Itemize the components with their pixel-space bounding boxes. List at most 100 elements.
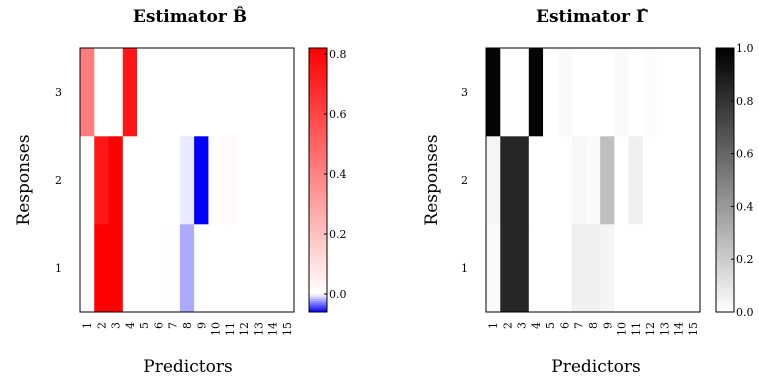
colorbar-segment	[309, 78, 327, 82]
heatmap-cell	[179, 48, 195, 137]
heatmap-cell	[585, 224, 601, 313]
colorbar-segment	[716, 307, 734, 311]
heatmap-cell	[108, 136, 124, 225]
heatmap-cell	[222, 136, 238, 225]
colorbar-segment	[716, 301, 734, 304]
heatmap-cell	[500, 48, 515, 137]
heatmap-cell	[657, 136, 672, 225]
heatmap-cell	[528, 224, 544, 313]
colorbar-segment	[716, 59, 734, 62]
colorbar-segment	[309, 298, 327, 302]
heatmap-cell	[514, 48, 530, 137]
heatmap-cell	[251, 136, 266, 225]
y-tick-label: 3	[461, 86, 468, 99]
colorbar-segment	[716, 96, 734, 99]
colorbar-tick-label: 0.2	[736, 253, 754, 266]
heatmap-cell	[208, 48, 223, 137]
colorbar-segment	[716, 107, 734, 110]
colorbar-segment	[309, 204, 327, 207]
heatmap-cell	[151, 136, 166, 225]
colorbar-segment	[309, 107, 327, 110]
colorbar-segment	[716, 133, 734, 137]
colorbar-segment	[309, 309, 327, 313]
colorbar-segment	[716, 122, 734, 126]
heatmap-cell	[685, 136, 701, 225]
colorbar-segment	[309, 184, 327, 187]
colorbar-segment	[309, 202, 327, 205]
colorbar-segment	[309, 235, 327, 238]
heatmap-cell	[108, 48, 124, 137]
colorbar-segment	[716, 292, 734, 295]
colorbar-segment	[716, 180, 734, 183]
heatmap-cell	[585, 136, 601, 225]
colorbar-segment	[716, 151, 734, 154]
colorbar-segment	[309, 195, 327, 198]
colorbar-segment	[716, 184, 734, 187]
x-tick-label: 11	[630, 322, 643, 336]
colorbar-segment	[309, 133, 327, 137]
colorbar-segment	[309, 241, 327, 245]
colorbar-segment	[716, 155, 734, 159]
colorbar-segment	[309, 208, 327, 212]
heatmap-cell	[179, 136, 195, 225]
colorbar-segment	[716, 98, 734, 102]
colorbar-segment	[716, 259, 734, 262]
colorbar-segment	[716, 281, 734, 284]
chart-title-gamma: Estimator Γ̂	[536, 7, 648, 27]
heatmap-cell	[208, 136, 223, 225]
colorbar-segment	[309, 276, 327, 280]
colorbar-segment	[716, 276, 734, 280]
colorbar-segment	[309, 136, 327, 139]
colorbar-segment	[309, 155, 327, 159]
colorbar-segment	[309, 263, 327, 267]
heatmap-cell	[628, 224, 644, 313]
heatmap-cell	[600, 136, 615, 225]
colorbar-segment	[716, 193, 734, 196]
colorbar-segment	[309, 197, 327, 201]
colorbar-tick-label: 0.2	[329, 228, 347, 241]
colorbar-segment	[716, 186, 734, 190]
colorbar-segment	[309, 171, 327, 174]
colorbar-segment	[309, 98, 327, 102]
colorbar-segment	[309, 226, 327, 229]
colorbar-segment	[716, 239, 734, 242]
colorbar-segment	[309, 118, 327, 121]
heatmap-cell	[279, 48, 295, 137]
colorbar-segment	[309, 177, 327, 181]
plot-frame	[79, 47, 295, 313]
y-tick-label: 3	[55, 86, 62, 99]
colorbar-segment	[309, 109, 327, 113]
colorbar-segment	[309, 129, 327, 132]
colorbar-segment	[716, 268, 734, 271]
colorbar-segment	[716, 287, 734, 291]
colorbar-segment	[716, 103, 734, 106]
colorbar-segment	[309, 59, 327, 62]
colorbar-segment	[309, 151, 327, 154]
colorbar-segment	[309, 81, 327, 84]
x-tick-label: 9	[601, 322, 614, 329]
colorbar-segment	[716, 305, 734, 308]
heatmap-cell	[194, 48, 209, 137]
colorbar-segment	[309, 199, 327, 203]
colorbar-segment	[716, 206, 734, 209]
heatmap-cell	[642, 48, 658, 137]
colorbar-segment	[716, 215, 734, 218]
colorbar-segment	[309, 250, 327, 253]
colorbar-segment	[309, 290, 327, 293]
colorbar-segment	[716, 197, 734, 201]
colorbar-segment	[309, 193, 327, 196]
heatmap-cell	[236, 224, 252, 313]
colorbar-segment	[309, 87, 327, 91]
heatmap-cell	[279, 136, 295, 225]
colorbar-segment	[716, 219, 734, 223]
colorbar-segment	[309, 274, 327, 278]
colorbar-segment	[716, 142, 734, 146]
colorbar-segment	[716, 224, 734, 227]
colorbar-segment	[716, 129, 734, 132]
colorbar-segment	[309, 138, 327, 141]
colorbar-segment	[309, 85, 327, 88]
colorbar-segment	[309, 166, 327, 170]
y-tick-label: 2	[55, 174, 62, 187]
colorbar-segment	[309, 191, 327, 194]
colorbar-segment	[716, 48, 734, 51]
